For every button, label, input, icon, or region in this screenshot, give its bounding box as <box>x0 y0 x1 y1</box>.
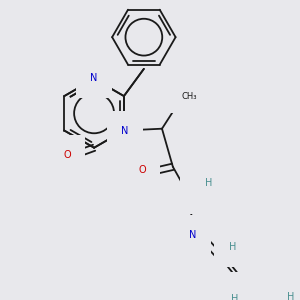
Text: N: N <box>189 230 196 240</box>
Text: N: N <box>195 189 202 199</box>
Text: H: H <box>231 294 238 300</box>
Text: CH₃: CH₃ <box>182 92 197 100</box>
Text: O: O <box>63 150 71 160</box>
Text: N: N <box>90 73 98 83</box>
Text: H: H <box>287 292 294 300</box>
Text: H: H <box>206 178 213 188</box>
Text: N: N <box>121 125 128 136</box>
Text: H: H <box>229 242 236 252</box>
Text: O: O <box>138 165 146 176</box>
